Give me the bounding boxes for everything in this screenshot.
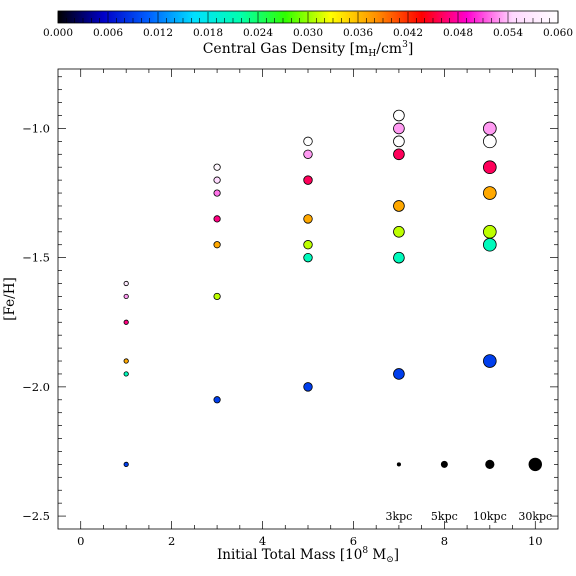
data-point bbox=[483, 354, 497, 368]
data-point bbox=[303, 240, 313, 250]
size-legend-marker bbox=[485, 459, 495, 469]
data-point bbox=[213, 215, 221, 223]
data-point bbox=[303, 252, 313, 263]
x-tick-label: 10 bbox=[528, 534, 543, 548]
x-tick-label: 6 bbox=[350, 534, 357, 548]
data-point bbox=[483, 186, 497, 200]
data-point bbox=[213, 292, 221, 301]
colorbar-tick-label: 0.012 bbox=[143, 27, 173, 39]
data-point bbox=[393, 122, 405, 135]
data-points bbox=[123, 109, 497, 467]
size-legend-marker bbox=[396, 462, 401, 467]
colorbar-tick-label: 0.030 bbox=[293, 27, 323, 39]
data-point bbox=[303, 214, 313, 224]
data-point bbox=[213, 241, 221, 249]
colorbar-tick-label: 0.036 bbox=[343, 27, 373, 39]
data-point bbox=[393, 200, 405, 212]
x-tick-label: 2 bbox=[168, 534, 175, 548]
size-legend-label: 3kpc bbox=[385, 510, 412, 523]
data-point bbox=[303, 382, 313, 392]
data-point bbox=[393, 368, 405, 380]
data-point bbox=[483, 225, 497, 239]
y-tick-label: −2.0 bbox=[22, 380, 50, 394]
data-point bbox=[123, 319, 129, 325]
colorbar-tick-label: 0.018 bbox=[193, 27, 223, 39]
data-point bbox=[393, 251, 405, 264]
data-point bbox=[483, 237, 497, 252]
x-axis-ticks: 0 2 4 6 8 10 bbox=[77, 69, 543, 548]
data-point bbox=[123, 280, 129, 287]
data-point bbox=[213, 163, 221, 171]
size-legend-marker bbox=[528, 457, 542, 472]
x-tick-label: 4 bbox=[259, 534, 266, 548]
plot-area: 0 2 4 6 8 10 −2.5 −2.0 −1.5 −1.0 3kpc 5kpc 10kpc 30… bbox=[22, 68, 559, 548]
data-point bbox=[123, 371, 129, 377]
size-legend: 3kpc 5kpc 10kpc 30kpc bbox=[385, 457, 552, 523]
data-point bbox=[123, 461, 129, 467]
data-point bbox=[213, 176, 221, 184]
colorbar-ticks: 0.000 0.006 0.012 0.018 0.024 0.030 0.036 0.042… bbox=[43, 12, 573, 39]
data-point bbox=[393, 109, 405, 122]
data-point bbox=[213, 189, 221, 197]
y-axis-ticks: −2.5 −2.0 −1.5 −1.0 bbox=[22, 76, 558, 523]
size-legend-label: 5kpc bbox=[431, 510, 458, 523]
y-tick-label: −1.5 bbox=[22, 251, 50, 265]
colorbar-tick-label: 0.048 bbox=[443, 27, 473, 39]
data-point bbox=[123, 293, 129, 300]
colorbar-tick-label: 0.024 bbox=[243, 27, 273, 39]
data-point bbox=[393, 148, 405, 161]
data-point bbox=[393, 135, 405, 148]
x-tick-label: 0 bbox=[77, 534, 84, 548]
data-point bbox=[393, 226, 405, 238]
size-legend-label: 30kpc bbox=[518, 510, 552, 523]
colorbar-tick-label: 0.006 bbox=[93, 27, 123, 39]
colorbar-tick-label: 0.054 bbox=[493, 27, 523, 39]
y-tick-label: −2.5 bbox=[22, 509, 50, 523]
y-tick-label: −1.0 bbox=[22, 121, 50, 135]
data-point bbox=[483, 134, 497, 149]
size-legend-marker bbox=[440, 460, 448, 468]
colorbar-tick-label: 0.060 bbox=[543, 27, 573, 39]
data-point bbox=[483, 160, 497, 175]
data-point bbox=[303, 149, 313, 159]
size-legend-label: 10kpc bbox=[473, 510, 507, 523]
data-point bbox=[303, 136, 313, 147]
x-axis-label: Initial Total Mass [108 M⊙] bbox=[217, 546, 399, 565]
colorbar: 0.000 0.006 0.012 0.018 0.024 0.030 0.036 0.042… bbox=[43, 10, 573, 59]
data-point bbox=[123, 358, 129, 364]
colorbar-tick-label: 0.000 bbox=[43, 27, 73, 39]
colorbar-label: Central Gas Density [mH/cm3] bbox=[203, 40, 414, 59]
data-point bbox=[303, 175, 313, 185]
y-axis-label: [Fe/H] bbox=[2, 277, 18, 320]
colorbar-tick-label: 0.042 bbox=[393, 27, 423, 39]
data-point bbox=[213, 396, 221, 404]
x-tick-label: 8 bbox=[441, 534, 448, 548]
data-point bbox=[483, 121, 497, 136]
